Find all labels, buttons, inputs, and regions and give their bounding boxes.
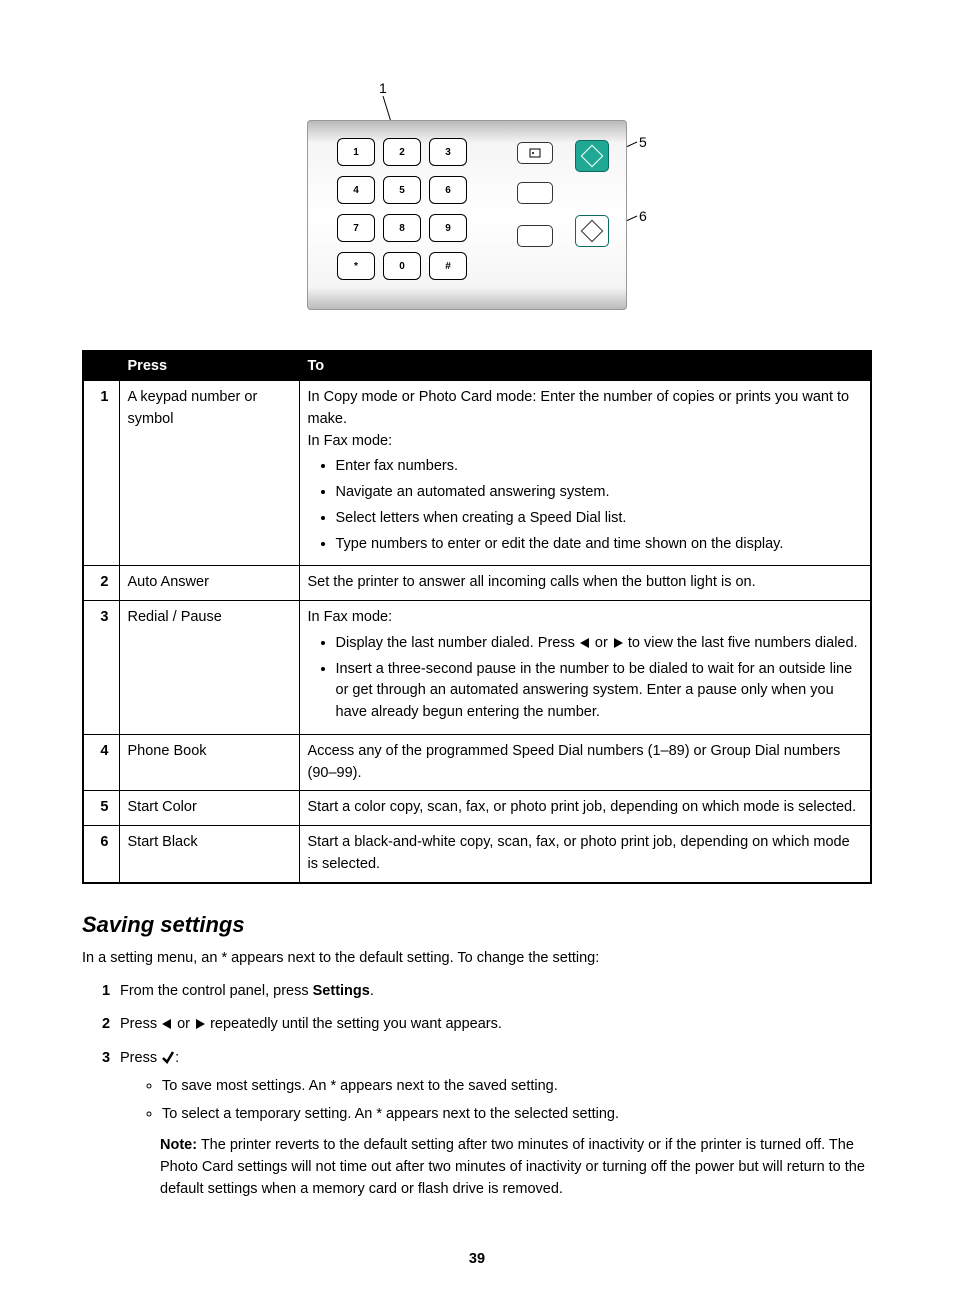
step-text: Press [120,1050,161,1066]
row-bullets: Enter fax numbers. Navigate an automated… [308,456,863,555]
table-row: 1 A keypad number or symbol In Copy mode… [83,381,871,566]
key-0: 0 [383,252,421,280]
bullet-text: to view the last five numbers dialed. [624,635,858,651]
key-5: 5 [383,176,421,204]
step-text: or [173,1016,194,1032]
key-2: 2 [383,138,421,166]
row-num: 6 [83,826,119,883]
redial-pause-button-icon [517,182,553,204]
step-text: Press [120,1016,161,1032]
sub-item: To select a temporary setting. An * appe… [162,1104,872,1126]
start-color-button-icon [575,140,609,172]
table-row: 3 Redial / Pause In Fax mode: Display th… [83,601,871,735]
steps-list: From the control panel, press Settings. … [82,981,872,1201]
row-num: 1 [83,381,119,566]
key-star: * [337,252,375,280]
row-mode: In Fax mode: [308,433,393,449]
key-8: 8 [383,214,421,242]
diamond-icon [581,145,604,168]
section-intro: In a setting menu, an * appears next to … [82,948,872,969]
right-arrow-icon [612,637,624,649]
step-text: repeatedly until the setting you want ap… [206,1016,502,1032]
row-mode: In Fax mode: [308,609,393,625]
step-text: . [370,983,374,999]
control-panel-diagram-wrap: 1 2 3 4 5 6 1 2 3 4 5 [82,80,872,320]
row-to: Start a color copy, scan, fax, or photo … [299,791,871,826]
or-text: or [591,635,612,651]
bullet-item: Insert a three-second pause in the numbe… [336,659,863,724]
section-title: Saving settings [82,912,872,938]
table-row: 2 Auto Answer Set the printer to answer … [83,566,871,601]
bullet-item: Type numbers to enter or edit the date a… [336,534,863,556]
step-3-sublist: To save most settings. An * appears next… [120,1076,872,1126]
key-7: 7 [337,214,375,242]
table-row: 4 Phone Book Access any of the programme… [83,734,871,791]
row-press: Auto Answer [119,566,299,601]
table-row: 6 Start Black Start a black-and-white co… [83,826,871,883]
start-black-button-icon [575,215,609,247]
col-press-header: Press [119,351,299,381]
step-2: Press or repeatedly until the setting yo… [102,1014,872,1036]
phone-book-button-icon [517,225,553,247]
row-to: In Fax mode: Display the last number dia… [299,601,871,735]
document-page: 1 2 3 4 5 6 1 2 3 4 5 [0,0,954,1307]
note-block: Note: The printer reverts to the default… [160,1135,872,1200]
row-to: Start a black-and-white copy, scan, fax,… [299,826,871,883]
right-arrow-icon [194,1018,206,1030]
left-arrow-icon [579,637,591,649]
button-reference-table: Press To 1 A keypad number or symbol In … [82,350,872,884]
bullet-item: Enter fax numbers. [336,456,863,478]
step-3: Press : To save most settings. An * appe… [102,1048,872,1201]
col-to-header: To [299,351,871,381]
row-num: 5 [83,791,119,826]
bullet-item: Navigate an automated answering system. [336,482,863,504]
bullet-item: Display the last number dialed. Press or… [336,633,863,655]
control-panel-diagram: 1 2 3 4 5 6 1 2 3 4 5 [307,80,647,320]
row-press: Redial / Pause [119,601,299,735]
row-to: Set the printer to answer all incoming c… [299,566,871,601]
row-to: Access any of the programmed Speed Dial … [299,734,871,791]
note-body: The printer reverts to the default setti… [160,1137,865,1197]
row-press: A keypad number or symbol [119,381,299,566]
row-press: Phone Book [119,734,299,791]
step-1: From the control panel, press Settings. [102,981,872,1003]
row-bullets: Display the last number dialed. Press or… [308,633,863,724]
row-num: 3 [83,601,119,735]
row-press: Start Color [119,791,299,826]
check-icon [161,1050,175,1064]
row-num: 4 [83,734,119,791]
row-leadin: In Copy mode or Photo Card mode: Enter t… [308,389,850,427]
sub-item: To save most settings. An * appears next… [162,1076,872,1098]
row-press: Start Black [119,826,299,883]
settings-bold: Settings [313,983,370,999]
left-arrow-icon [161,1018,173,1030]
bullet-item: Select letters when creating a Speed Dia… [336,508,863,530]
bullet-text: Display the last number dialed. Press [336,635,579,651]
key-6: 6 [429,176,467,204]
step-text: From the control panel, press [120,983,313,999]
table-row: 5 Start Color Start a color copy, scan, … [83,791,871,826]
key-hash: # [429,252,467,280]
step-text: : [175,1050,179,1066]
auto-answer-button-icon [517,142,553,164]
panel-surface: 1 2 3 4 5 6 7 8 9 * 0 # [307,120,627,310]
key-4: 4 [337,176,375,204]
col-num-header [83,351,119,381]
numeric-keypad: 1 2 3 4 5 6 7 8 9 * 0 # [337,138,467,280]
diamond-icon [581,220,604,243]
row-to: In Copy mode or Photo Card mode: Enter t… [299,381,871,566]
key-9: 9 [429,214,467,242]
row-num: 2 [83,566,119,601]
key-1: 1 [337,138,375,166]
page-number: 39 [82,1251,872,1267]
note-label: Note: [160,1137,197,1153]
key-3: 3 [429,138,467,166]
